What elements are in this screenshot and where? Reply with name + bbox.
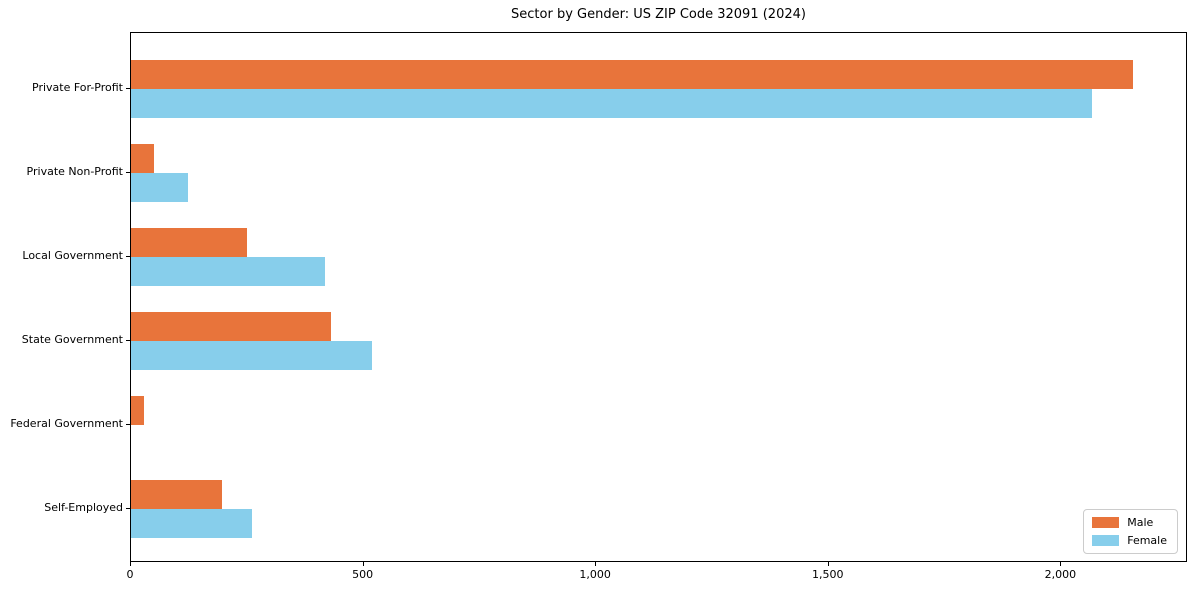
y-tick-federal-government [126,424,130,425]
y-axis-label-self-employed: Self-Employed [44,501,123,514]
legend-item-female: Female [1092,535,1167,546]
chart-title: Sector by Gender: US ZIP Code 32091 (202… [511,7,806,22]
bar-male-state-government [131,312,332,341]
bar-male-private-non-profit [131,144,155,173]
y-axis-label-state-government: State Government [21,333,123,346]
y-tick-private-for-profit [126,88,130,89]
legend-swatch-male [1092,517,1120,528]
x-tick-label-2000: 2,000 [1044,568,1077,581]
legend-swatch-female [1092,535,1120,546]
legend-item-male: Male [1092,517,1167,528]
y-axis-label-private-for-profit: Private For-Profit [32,81,123,94]
legend-label-male: Male [1127,516,1154,529]
bar-male-private-for-profit [131,60,1134,89]
y-axis-label-federal-government: Federal Government [10,417,123,430]
y-tick-state-government [126,340,130,341]
x-tick-label-0: 0 [126,568,134,581]
bar-male-local-government [131,228,248,257]
bar-male-federal-government [131,396,145,425]
x-tick-1500 [827,562,829,566]
bar-female-local-government [131,257,326,286]
legend-label-female: Female [1127,534,1167,547]
y-axis-label-private-non-profit: Private Non-Profit [26,165,123,178]
y-tick-local-government [126,256,130,257]
x-tick-2000 [1060,562,1062,566]
y-axis-label-local-government: Local Government [22,249,123,262]
x-tick-500 [362,562,364,566]
x-tick-label-500: 500 [352,568,374,581]
bar-female-private-non-profit [131,173,189,202]
bar-female-self-employed [131,509,252,538]
bar-female-state-government [131,341,372,370]
y-tick-self-employed [126,508,130,509]
x-tick-0 [130,562,131,566]
x-tick-1000 [595,562,597,566]
plot-area: Male Female [130,32,1187,562]
bar-male-self-employed [131,480,222,509]
y-tick-private-non-profit [126,172,130,173]
legend: Male Female [1083,509,1178,554]
bar-female-private-for-profit [131,89,1092,118]
x-tick-label-1500: 1,500 [812,568,844,581]
x-tick-label-1000: 1,000 [579,568,611,581]
